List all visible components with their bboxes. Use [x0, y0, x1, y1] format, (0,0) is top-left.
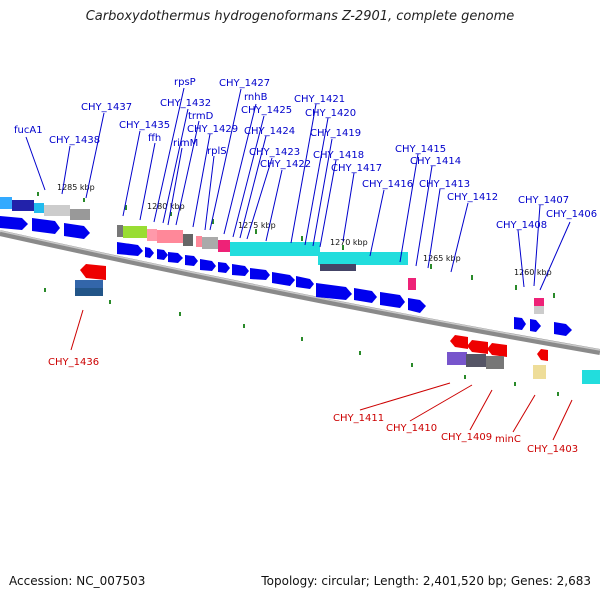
gene-label: fucA1	[14, 125, 43, 136]
gene-label: CHY_1420	[305, 108, 356, 119]
gene-label: CHY_1437	[81, 102, 132, 113]
gene-label: CHY_1422	[260, 159, 311, 170]
scale-label-1275: 1275 kbp	[238, 221, 276, 230]
gene-label: minC	[495, 434, 521, 445]
gene-label: CHY_1417	[331, 163, 382, 174]
gene-label: CHY_1429	[187, 124, 238, 135]
gene-label: CHY_1419	[310, 128, 361, 139]
gene-label: CHY_1432	[160, 98, 211, 109]
gene-label: CHY_1411	[333, 413, 384, 424]
gene-label: CHY_1408	[496, 220, 547, 231]
gene-label: CHY_1410	[386, 423, 437, 434]
gene-label: CHY_1409	[441, 432, 492, 443]
gene-label: CHY_1407	[518, 195, 569, 206]
gene-label: CHY_1418	[313, 150, 364, 161]
gene-label: CHY_1416	[362, 179, 413, 190]
inner-feature-track	[75, 280, 546, 379]
gene-label: rpsP	[174, 77, 196, 88]
label-leader-lines-red	[70, 309, 573, 441]
reverse-strand-genes	[80, 264, 548, 361]
scale-label-1280: 1280 kbp	[147, 202, 185, 211]
gene-label: CHY_1425	[241, 105, 292, 116]
feature-track	[0, 197, 600, 384]
gene-label: CHY_1414	[410, 156, 461, 167]
gene-label: rimM	[173, 138, 198, 149]
scale-label-1270: 1270 kbp	[330, 238, 368, 247]
gene-label: CHY_1421	[294, 94, 345, 105]
gene-label: CHY_1412	[447, 192, 498, 203]
label-leader-lines-blue	[25, 87, 571, 291]
gene-labels-forward: fucA1 CHY_1438 CHY_1437 CHY_1435 ffh rps…	[14, 77, 597, 231]
gene-label: CHY_1406	[546, 209, 597, 220]
gene-labels-reverse: CHY_1436 CHY_1411 CHY_1410 CHY_1409 minC…	[48, 357, 578, 455]
gene-label: CHY_1438	[49, 135, 100, 146]
inner-ticks	[44, 288, 559, 396]
scale-label-1285: 1285 kbp	[57, 183, 95, 192]
genome-backbone-highlight	[0, 230, 600, 351]
gene-label: rplS	[207, 146, 227, 157]
gene-label: CHY_1415	[395, 144, 446, 155]
genome-backbone	[0, 230, 600, 355]
gene-label: CHY_1403	[527, 444, 578, 455]
genome-summary: Topology: circular; Length: 2,401,520 bp…	[261, 574, 591, 588]
scale-label-1260: 1260 kbp	[514, 268, 552, 277]
map-title: Carboxydothermus hydrogenoformans Z-2901…	[85, 9, 515, 24]
gene-label: CHY_1424	[244, 126, 295, 137]
gene-label: CHY_1436	[48, 357, 99, 368]
gene-label: CHY_1435	[119, 120, 170, 131]
forward-strand-genes	[0, 216, 572, 336]
scale-label-1265: 1265 kbp	[423, 254, 461, 263]
gene-label: CHY_1427	[219, 78, 270, 89]
gene-label: CHY_1423	[249, 147, 300, 158]
gene-label: rnhB	[244, 92, 268, 103]
gene-label: ffh	[148, 133, 161, 144]
accession-label: Accession: NC_007503	[9, 574, 146, 588]
gene-label: trmD	[188, 111, 214, 122]
gene-label: CHY_1413	[419, 179, 470, 190]
